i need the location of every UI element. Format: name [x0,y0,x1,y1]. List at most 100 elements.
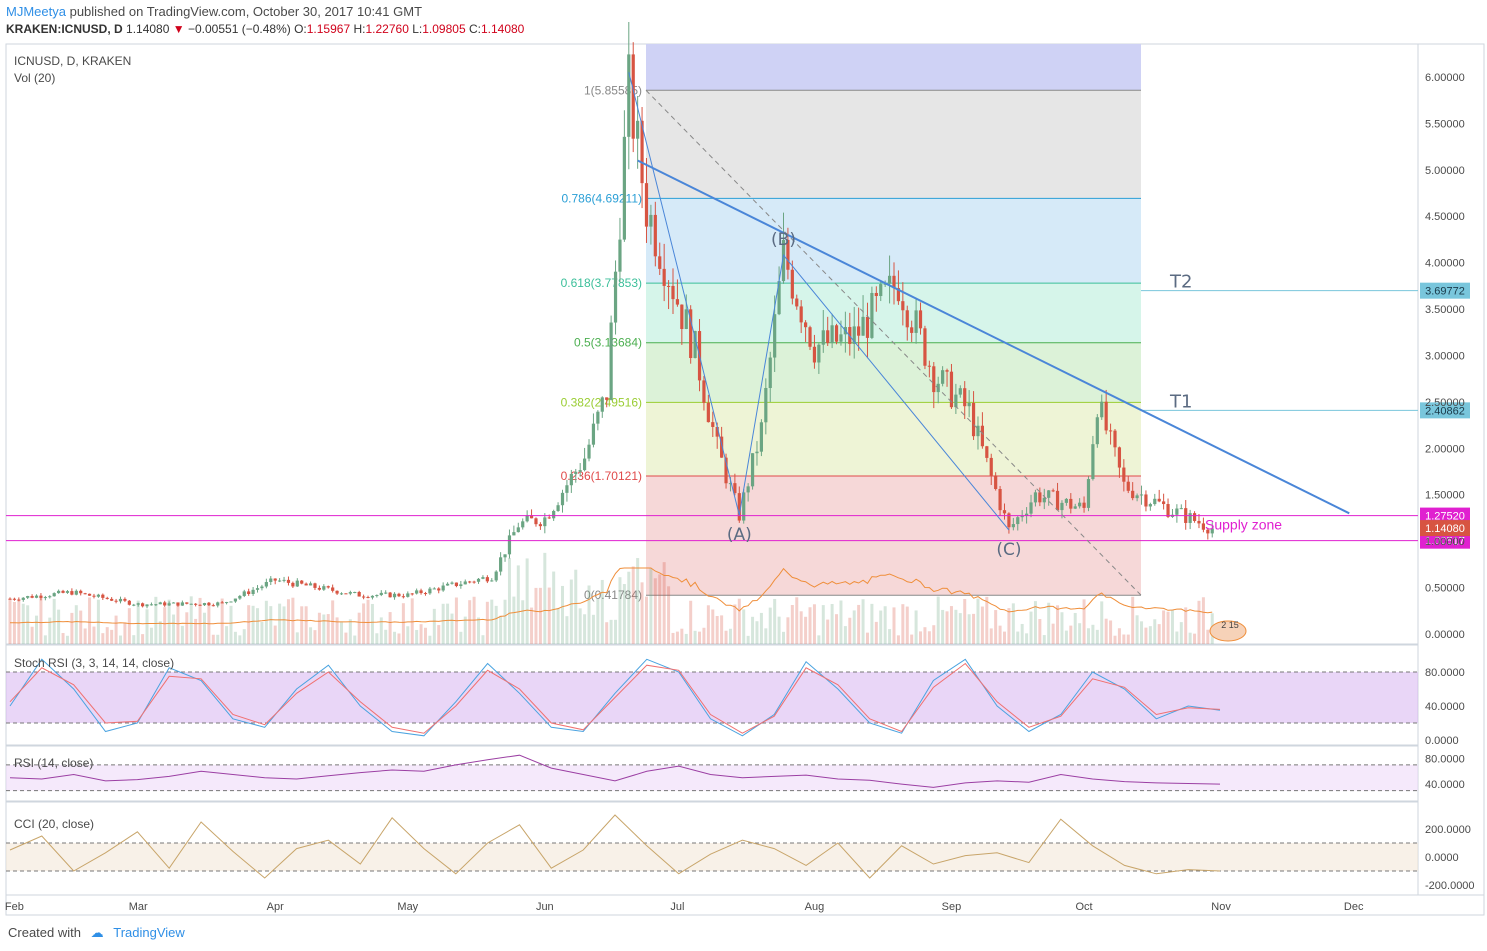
candle-body [989,457,993,476]
volume-bar [994,610,998,644]
indicator-line [9,662,1221,734]
price-tick: 3.50000 [1425,304,1465,316]
supply-price-tag [1420,532,1470,549]
candle-body [273,578,277,581]
volume-bar [123,622,127,644]
volume-bar [286,599,290,644]
volume-bar [1179,622,1183,644]
candle-body [574,471,578,474]
candle-body [1122,467,1126,482]
candle-body [512,532,516,536]
volume-bar [795,597,799,644]
volume-bar [989,628,993,644]
fib-retracement[interactable]: 1(5.85585)0.786(4.69211)0.618(3.77853)0.… [561,44,1141,602]
candle-body [538,524,542,527]
volume-bar [1170,609,1174,644]
volume-bar [202,612,206,644]
candle-body [534,518,538,525]
volume-bar [1117,628,1121,644]
candle-body [671,285,675,300]
target-label: T2 [1169,272,1192,293]
cci-title: CCI (20, close) [14,817,94,831]
candle-body [799,306,803,323]
candle-body [304,583,308,586]
fib-level-label: 0.236(1.70121) [561,469,642,483]
candle-body [1144,494,1148,507]
indicator-tick: 200.0000 [1425,824,1471,836]
candle-body [357,591,361,597]
volume-bar [295,632,299,644]
candles [8,21,1214,609]
volume-bar [609,619,613,644]
candle-body [136,603,140,605]
candle-body [649,214,653,227]
volume-bar [923,627,927,644]
candle-body [1126,481,1130,491]
volume-bar [622,584,626,644]
candle-body [1016,517,1020,525]
candle-body [233,598,238,602]
volume-bar [207,602,211,644]
close-value: 1.14080 [480,22,525,36]
volume-bar [662,562,666,644]
volume-bar [737,598,741,644]
candle-body [547,517,551,519]
candle-body [949,371,954,408]
volume-bar [132,635,136,644]
volume-bar [110,629,114,644]
candle-body [375,595,379,597]
volume-bar [127,608,131,644]
volume-bar [335,617,339,644]
candle-body [366,597,370,599]
price-axis[interactable] [1417,43,1485,896]
indicator-band [6,843,1418,871]
candle-body [1139,494,1144,496]
candle-body [795,298,799,307]
candle-body [591,423,596,445]
author-link[interactable]: MJMeetya [6,4,66,19]
candle-body [92,595,96,597]
candle-body [927,365,931,367]
candle-body [1082,502,1086,508]
candle-body [1210,528,1214,534]
candle-body [1078,502,1082,507]
target-price-tag-text: 2.40862 [1425,405,1465,417]
drawings[interactable]: T2 3.69772 T1 2.40862 Supply zone 1.27520 1.00… [6,72,1470,642]
month-tick: Oct [1075,901,1092,913]
price-tick: 0.00000 [1425,629,1465,641]
indicator-band [6,672,1418,723]
candle-body [720,436,724,458]
candle-body [423,593,428,595]
price-tick: 3.00000 [1425,350,1465,362]
candle-body [79,590,83,594]
price-tick: 1.50000 [1425,490,1465,502]
indicator-band [6,764,1418,791]
candle-body [370,595,375,598]
candle-body [768,357,772,388]
volume-bar [1104,618,1108,644]
volume-bar [1020,623,1024,644]
candle-body [680,304,684,329]
volume-bar [919,631,923,644]
tradingview-link[interactable]: TradingView [113,925,185,940]
volume-bar [410,598,414,644]
volume-bar [1091,624,1095,644]
candle-body [569,473,573,486]
volume-bar [556,607,560,644]
volume-bar [39,596,43,644]
candle-body [494,571,498,581]
volume-bar [1144,627,1148,644]
volume-bar [777,616,781,644]
volume-bar [172,614,176,644]
candle-body [322,586,326,590]
volume-bar [154,596,158,644]
candle-body [34,595,39,598]
candle-body [777,281,781,315]
volume-bar [273,625,277,644]
volume-bar [799,611,803,644]
candle-body [702,380,706,403]
last-price-tag-text: 1.14080 [1425,523,1465,535]
volume-bar [812,604,816,644]
time-axis[interactable] [5,894,1485,916]
